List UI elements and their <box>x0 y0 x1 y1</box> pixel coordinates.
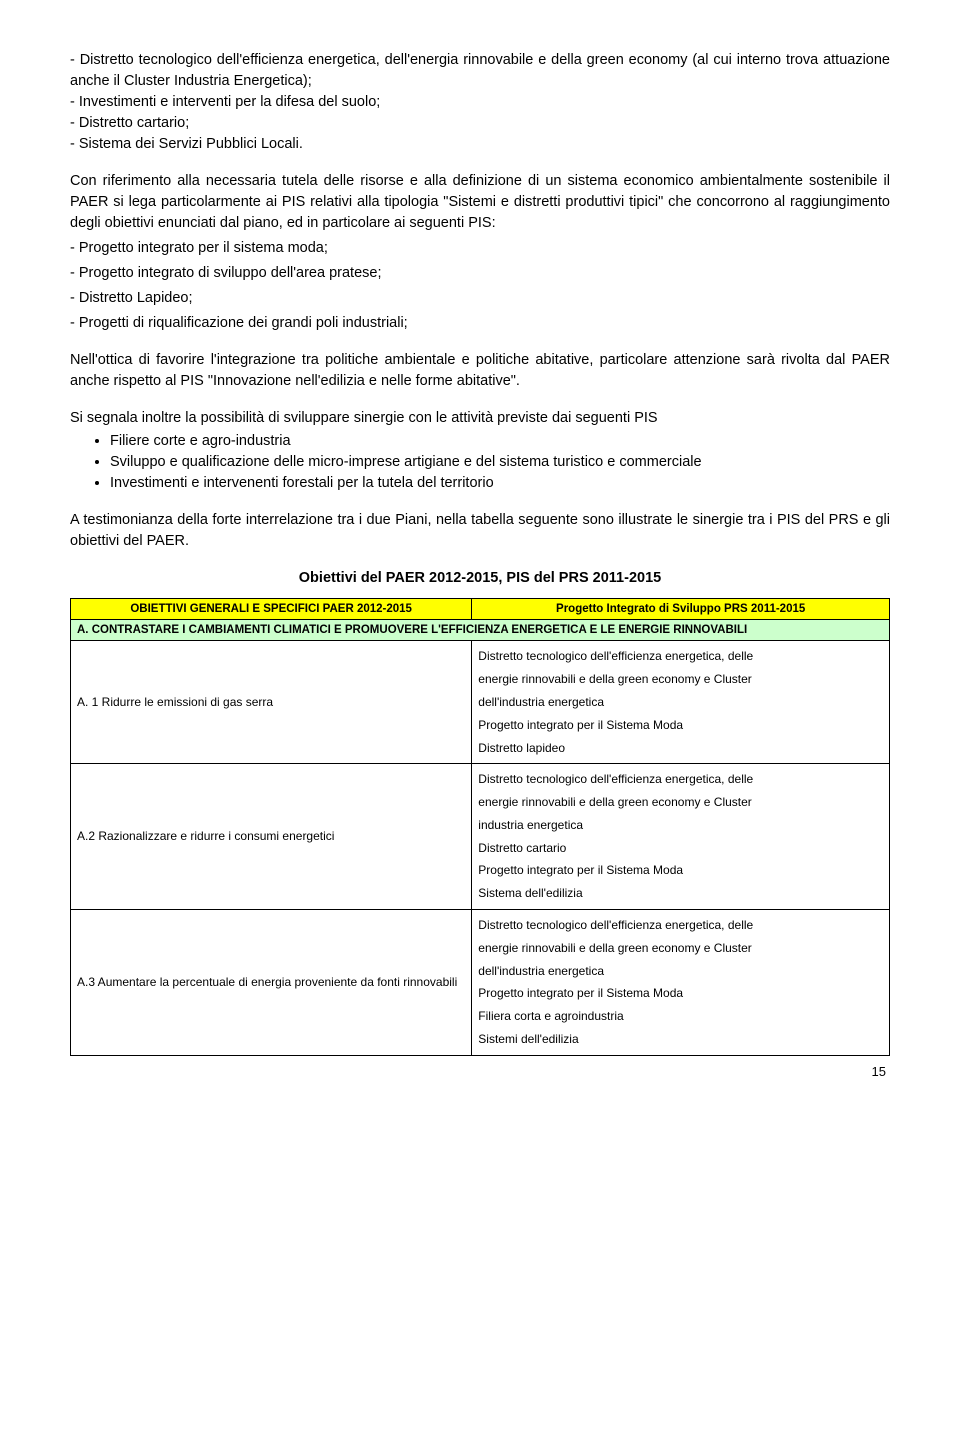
row2-r-l2: energie rinnovabili e della green econom… <box>478 791 883 814</box>
row1-left: A. 1 Ridurre le emissioni di gas serra <box>71 641 472 764</box>
intro-item-2: - Investimenti e interventi per la difes… <box>70 94 380 110</box>
table-header-right: Progetto Integrato di Sviluppo PRS 2011-… <box>472 599 890 620</box>
row3-r-l3: dell'industria energetica <box>478 960 883 983</box>
pis-item-3: - Distretto Lapideo; <box>70 288 890 309</box>
row3-r-l1: Distretto tecnologico dell'efficienza en… <box>478 914 883 937</box>
row2-right: Distretto tecnologico dell'efficienza en… <box>472 764 890 910</box>
pis-item-4: - Progetti di riqualificazione dei grand… <box>70 313 890 334</box>
page-container: - Distretto tecnologico dell'efficienza … <box>0 0 960 1109</box>
paragraph-4: A testimonianza della forte interrelazio… <box>70 510 890 552</box>
row2-r-l6: Sistema dell'edilizia <box>478 882 883 905</box>
table-row: A.2 Razionalizzare e ridurre i consumi e… <box>71 764 890 910</box>
bullet-1: Filiere corte e agro-industria <box>110 431 890 452</box>
pis-item-2: - Progetto integrato di sviluppo dell'ar… <box>70 263 890 284</box>
table-header-left: OBIETTIVI GENERALI E SPECIFICI PAER 2012… <box>71 599 472 620</box>
row1-right: Distretto tecnologico dell'efficienza en… <box>472 641 890 764</box>
row3-left: A.3 Aumentare la percentuale di energia … <box>71 910 472 1056</box>
paragraph-1: Con riferimento alla necessaria tutela d… <box>70 171 890 234</box>
intro-list-block: - Distretto tecnologico dell'efficienza … <box>70 50 890 155</box>
intro-item-3: - Distretto cartario; <box>70 115 189 131</box>
paragraph-2: Nell'ottica di favorire l'integrazione t… <box>70 350 890 392</box>
row1-r-l3: dell'industria energetica <box>478 691 883 714</box>
paragraph-3: Si segnala inoltre la possibilità di svi… <box>70 408 890 429</box>
row1-r-l1: Distretto tecnologico dell'efficienza en… <box>478 645 883 668</box>
objectives-table: OBIETTIVI GENERALI E SPECIFICI PAER 2012… <box>70 598 890 1056</box>
row2-r-l1: Distretto tecnologico dell'efficienza en… <box>478 768 883 791</box>
row2-left: A.2 Razionalizzare e ridurre i consumi e… <box>71 764 472 910</box>
pis-item-1: - Progetto integrato per il sistema moda… <box>70 238 890 259</box>
intro-item-4: - Sistema dei Servizi Pubblici Locali. <box>70 136 303 152</box>
bullet-list: Filiere corte e agro-industria Sviluppo … <box>70 431 890 494</box>
table-row: A. 1 Ridurre le emissioni di gas serra D… <box>71 641 890 764</box>
paragraph-1-block: Con riferimento alla necessaria tutela d… <box>70 171 890 334</box>
table-section-a-row: A. CONTRASTARE I CAMBIAMENTI CLIMATICI E… <box>71 620 890 641</box>
table-header-row: OBIETTIVI GENERALI E SPECIFICI PAER 2012… <box>71 599 890 620</box>
table-title: Obiettivi del PAER 2012-2015, PIS del PR… <box>70 570 890 586</box>
row1-r-l5: Distretto lapideo <box>478 737 883 760</box>
bullet-3: Investimenti e intervenenti forestali pe… <box>110 473 890 494</box>
row3-r-l6: Sistemi dell'edilizia <box>478 1028 883 1051</box>
row2-r-l3: industria energetica <box>478 814 883 837</box>
page-number: 15 <box>70 1064 890 1079</box>
row2-r-l4: Distretto cartario <box>478 837 883 860</box>
row2-r-l5: Progetto integrato per il Sistema Moda <box>478 859 883 882</box>
row1-r-l2: energie rinnovabili e della green econom… <box>478 668 883 691</box>
row3-r-l4: Progetto integrato per il Sistema Moda <box>478 982 883 1005</box>
row1-r-l4: Progetto integrato per il Sistema Moda <box>478 714 883 737</box>
row3-right: Distretto tecnologico dell'efficienza en… <box>472 910 890 1056</box>
row3-r-l2: energie rinnovabili e della green econom… <box>478 937 883 960</box>
bullet-2: Sviluppo e qualificazione delle micro-im… <box>110 452 890 473</box>
table-row: A.3 Aumentare la percentuale di energia … <box>71 910 890 1056</box>
intro-item-1: - Distretto tecnologico dell'efficienza … <box>70 52 890 89</box>
row3-r-l5: Filiera corta e agroindustria <box>478 1005 883 1028</box>
section-a-label: A. CONTRASTARE I CAMBIAMENTI CLIMATICI E… <box>71 620 890 641</box>
